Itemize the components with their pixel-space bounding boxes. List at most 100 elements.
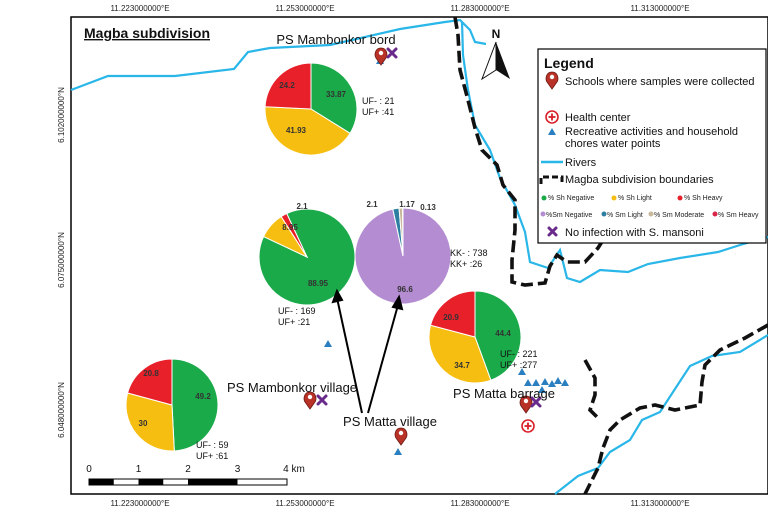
lon-label: 11.283000000°E [450, 499, 509, 508]
pointer-arrows [331, 288, 404, 414]
scale-tick: 0 [86, 464, 92, 475]
count-village-uf-minus: UF- : 59 [196, 440, 229, 450]
subdivision-boundary-west [583, 359, 600, 420]
pie-label-bord-2: 24.2 [279, 81, 295, 90]
legend-health-icon [545, 110, 559, 124]
lon-label: 11.313000000°E [630, 499, 689, 508]
school-pin-icon [303, 391, 317, 410]
north-label: N [492, 27, 501, 41]
water-point [324, 340, 332, 347]
pie-label-matta_sm-3: 0.13 [420, 203, 436, 212]
legend-sm-moderate: % Sm Moderate [654, 212, 704, 219]
legend-school-pin-icon [545, 71, 559, 90]
legend-sm-light-swatch [601, 211, 607, 217]
legend-health: Health center [565, 112, 631, 124]
pie-label-matta_sh-1: 8.95 [282, 223, 298, 232]
place-label-matta: PS Matta village [343, 414, 437, 429]
lon-label: 11.283000000°E [450, 4, 509, 13]
pie-slice-village-1 [125, 392, 175, 452]
school-pin-icon [394, 427, 408, 446]
water-point [554, 377, 562, 384]
no-infection-icon [530, 396, 542, 408]
count-matta-kk-plus: KK+ :26 [450, 259, 482, 269]
legend-boundaries: Magba subdivision boundaries [565, 174, 714, 186]
north-arrow: N [480, 27, 510, 81]
pie-label-matta_sm-0: 96.6 [397, 285, 413, 294]
health-center-icon [521, 419, 535, 433]
lon-label: 11.253000000°E [275, 4, 334, 13]
water-point [524, 379, 532, 386]
legend-sh-light: % Sh Light [618, 195, 652, 202]
pie-slice-village-2 [126, 358, 173, 406]
place-label-barrage: PS Matta barrage [453, 386, 555, 401]
scale-tick: 4 km [283, 464, 305, 475]
school-pin-icon [374, 47, 388, 66]
no-infection-icon [386, 47, 398, 59]
water-point [518, 368, 526, 375]
pie-label-bord-1: 41.93 [286, 126, 307, 135]
school-pin-icon [519, 395, 533, 414]
water-point [561, 379, 569, 386]
river-east [460, 21, 768, 284]
lat-label: 6.102000000°N [57, 87, 66, 143]
lat-label: 6.048000000°N [57, 382, 66, 438]
map-title: Magba subdivision [84, 25, 210, 41]
legend-sm-heavy-swatch [712, 211, 718, 217]
water-point [541, 378, 549, 385]
legend-no-infection-icon [547, 226, 558, 237]
lon-label: 11.313000000°E [630, 4, 689, 13]
legend-box [537, 48, 767, 244]
place-label-village: PS Mambonkor village [227, 380, 357, 395]
count-bord-uf-plus: UF+ :41 [362, 107, 394, 117]
legend-rivers: Rivers [565, 157, 597, 169]
pie-label-barrage-2: 20.9 [443, 313, 459, 322]
legend-sm-light: % Sm Light [607, 212, 643, 219]
no-infection-icon [316, 394, 328, 406]
pie-slice-barrage-1 [428, 324, 492, 384]
legend-sh-light-swatch [611, 195, 617, 201]
count-matta-kk-minus: KK- : 738 [450, 248, 488, 258]
pie-slice-village-0 [171, 358, 219, 452]
pie-label-matta_sm-1: 2.1 [366, 200, 378, 209]
legend-water-icon [548, 128, 556, 135]
count-matta-uf-plus: UF+ :21 [278, 317, 310, 327]
pie-label-matta_sm-2: 1.17 [399, 200, 415, 209]
count-matta-uf-minus: UF- : 169 [278, 306, 316, 316]
grid-labels: 11.223000000°E 11.253000000°E 11.2830000… [57, 4, 690, 508]
count-barrage-uf-plus: UF+ :277 [500, 360, 537, 370]
count-bord-uf-minus: UF- : 21 [362, 96, 395, 106]
count-village-uf-plus: UF+ :61 [196, 451, 228, 461]
legend: Legend Schools where samples were collec… [537, 48, 767, 244]
pie-label-village-1: 30 [139, 419, 148, 428]
place-label-bord: PS Mambonkor bord [276, 32, 395, 47]
pie-label-matta_sh-0: 88.95 [308, 279, 329, 288]
legend-water-points: Recreative activities and household chor… [565, 126, 739, 150]
legend-sh-negative-swatch [541, 195, 547, 201]
pie-slice-matta_sh-2 [280, 212, 308, 258]
water-point [394, 448, 402, 455]
pie-label-barrage-0: 44.4 [495, 329, 511, 338]
legend-sm-moderate-swatch [648, 211, 654, 217]
school-pins [303, 47, 533, 446]
pie-slice-bord-2 [264, 62, 312, 110]
pie-charts: 33.87 41.93 24.2 49.2 30 20.8 88.95 8.95 2.1 96.6… [125, 62, 522, 452]
pie-label-matta_sh-2: 2.1 [296, 202, 308, 211]
legend-sm-heavy: % Sm Heavy [718, 212, 759, 219]
no-infection-markers [316, 47, 542, 408]
legend-sh-negative: % Sh Negative [548, 195, 594, 202]
lon-label: 11.223000000°E [110, 4, 169, 13]
legend-sm-negative: %Sm Negative [546, 212, 592, 219]
lat-label: 6.075000000°N [57, 232, 66, 288]
legend-no-infection: No infection with S. mansoni [565, 227, 704, 239]
lon-label: 11.253000000°E [275, 499, 334, 508]
pie-slice-barrage-0 [474, 290, 522, 381]
count-barrage-uf-minus: UF- : 221 [500, 349, 538, 359]
pie-label-village-0: 49.2 [195, 392, 211, 401]
legend-boundary-icon [539, 175, 564, 184]
pie-slice-bord-1 [264, 106, 351, 156]
legend-sm-negative-swatch [540, 211, 546, 217]
pie-label-barrage-1: 34.7 [454, 361, 470, 370]
legend-schools-box: Schools where samples were collected [565, 76, 755, 88]
scale-tick: 2 [185, 464, 191, 475]
